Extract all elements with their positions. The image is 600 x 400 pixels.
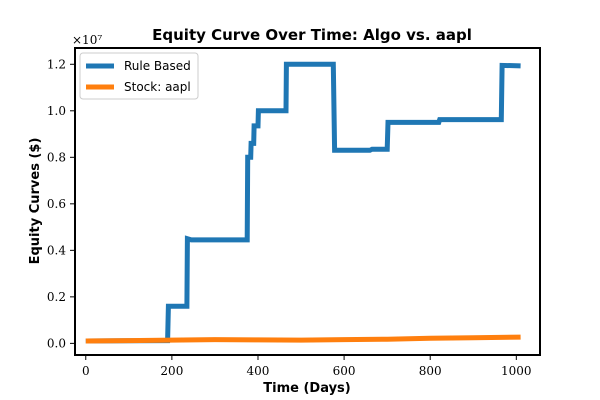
y-axis-ticks: 0.0 0.2 0.4 0.6 0.8 1.0 1.2 <box>47 57 75 350</box>
y-tick-label: 0.0 <box>47 336 66 350</box>
y-tick-label: 0.4 <box>47 243 66 257</box>
series-line-rule-based <box>85 61 521 344</box>
x-tick-label: 800 <box>419 364 442 378</box>
y-tick-label: 0.2 <box>47 290 66 304</box>
legend-label-rule-based: Rule Based <box>124 59 191 73</box>
plot-lines <box>85 61 521 344</box>
x-tick-label: 200 <box>160 364 183 378</box>
x-tick-label: 0 <box>82 364 90 378</box>
y-axis-label: Equity Curves ($) <box>28 138 43 265</box>
x-tick-label: 1000 <box>501 364 532 378</box>
x-tick-label: 600 <box>333 364 356 378</box>
y-tick-label: 0.8 <box>47 150 66 164</box>
y-scale-multiplier: ×10⁷ <box>72 33 102 47</box>
y-tick-label: 1.0 <box>47 104 66 118</box>
legend-label-stock-aapl: Stock: aapl <box>124 80 191 94</box>
y-tick-label: 1.2 <box>47 57 66 71</box>
y-tick-label: 0.6 <box>47 197 66 211</box>
chart-title: Equity Curve Over Time: Algo vs. aapl <box>152 26 472 44</box>
plot-frame <box>74 47 541 356</box>
x-tick-label: 400 <box>247 364 270 378</box>
legend: Rule Based Stock: aapl <box>79 52 199 100</box>
x-axis-ticks: 0 200 400 600 800 1000 <box>82 355 532 378</box>
series-line-stock-aapl <box>85 334 521 344</box>
x-axis-label: Time (Days) <box>263 381 350 396</box>
